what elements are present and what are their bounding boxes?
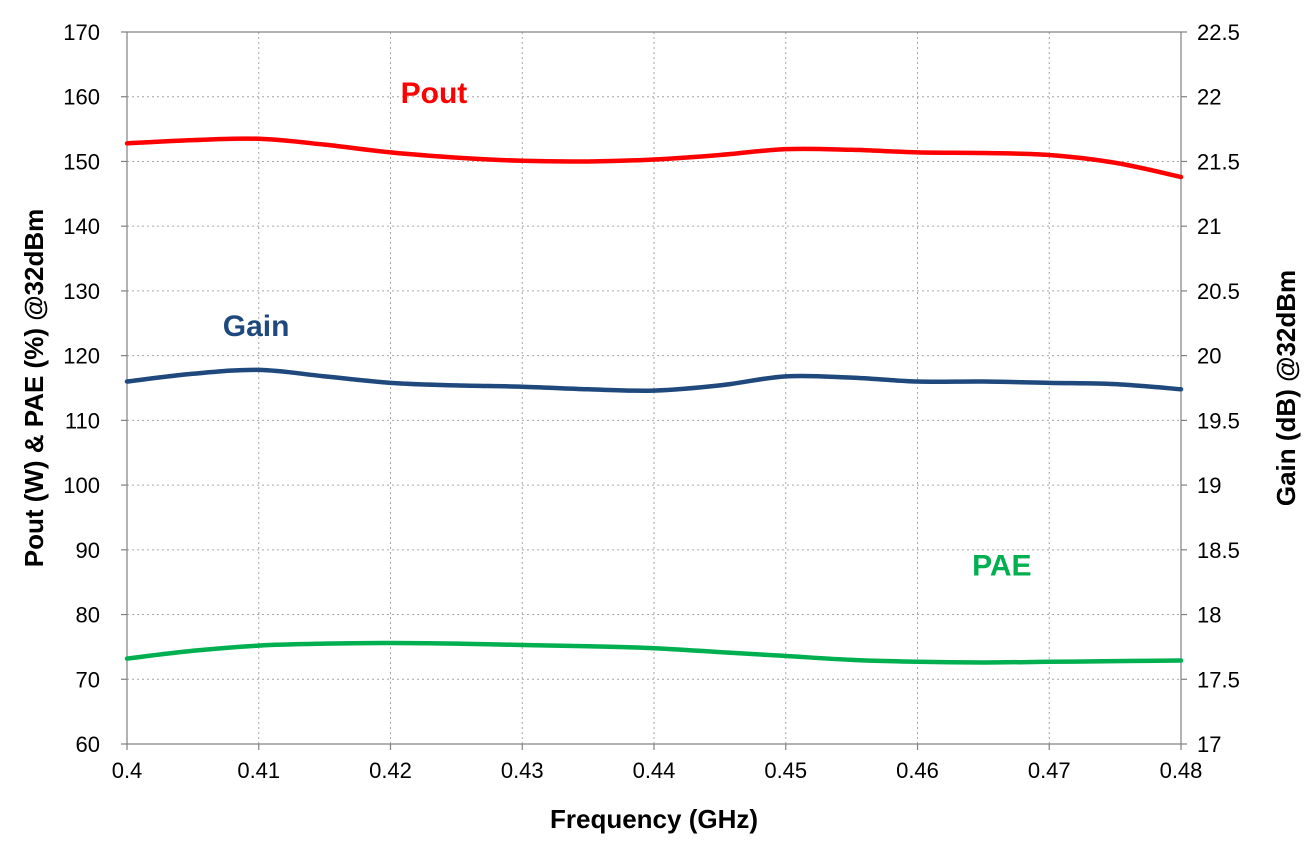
x-tick-label: 0.47 <box>1028 758 1071 783</box>
x-tick-label: 0.43 <box>501 758 544 783</box>
x-axis-ticks: 0.4 0.41 0.42 0.43 0.44 0.45 0.46 0.47 0.48 <box>112 744 1203 783</box>
series-label-pae: PAE <box>972 550 1031 583</box>
y-tick-label: 170 <box>63 20 100 45</box>
y2-tick-label: 19.5 <box>1197 408 1240 433</box>
series-label-pout: Pout <box>401 77 468 110</box>
x-tick-label: 0.45 <box>764 758 807 783</box>
y2-tick-label: 20.5 <box>1197 279 1240 304</box>
y2-tick-label: 18 <box>1197 603 1221 628</box>
y-tick-label: 130 <box>63 279 100 304</box>
y-tick-label: 70 <box>76 667 100 692</box>
y2-axis-ticks: 17 17.5 18 18.5 19 19.5 20 20.5 21 21.5 22 22.5 <box>1181 20 1240 757</box>
series-lines <box>124 136 1184 665</box>
x-tick-label: 0.48 <box>1160 758 1203 783</box>
series-line-pout <box>124 136 1184 180</box>
series-line-gain <box>124 367 1184 394</box>
x-tick-label: 0.41 <box>237 758 280 783</box>
y-tick-label: 110 <box>65 408 100 433</box>
y-tick-label: 120 <box>63 344 100 369</box>
x-tick-label: 0.42 <box>369 758 412 783</box>
y2-tick-label: 20 <box>1197 344 1221 369</box>
series-line-pae <box>124 640 1184 665</box>
x-tick-label: 0.44 <box>633 758 676 783</box>
y-axis-title: Pout (W) & PAE (%) @32dBm <box>19 209 49 568</box>
y2-tick-label: 18.5 <box>1197 538 1240 563</box>
series-label-gain: Gain <box>223 310 290 343</box>
y-tick-label: 90 <box>76 538 100 563</box>
y2-tick-label: 21.5 <box>1197 149 1240 174</box>
y-tick-label: 80 <box>76 603 100 628</box>
y-axis-ticks: 60 70 80 90 100 110 120 130 140 150 160 170 <box>63 20 127 757</box>
y-tick-label: 60 <box>76 732 100 757</box>
y2-tick-label: 17 <box>1197 732 1221 757</box>
y-tick-label: 140 <box>63 214 100 239</box>
y2-tick-label: 22.5 <box>1197 20 1240 45</box>
y2-tick-label: 17.5 <box>1197 667 1240 692</box>
y2-tick-label: 19 <box>1197 473 1221 498</box>
x-tick-label: 0.4 <box>112 758 143 783</box>
y-tick-label: 160 <box>63 85 100 110</box>
y2-tick-label: 22 <box>1197 85 1221 110</box>
x-tick-label: 0.46 <box>896 758 939 783</box>
y2-axis-title: Gain (dB) @32dBm <box>1271 270 1301 506</box>
y-tick-label: 100 <box>63 473 100 498</box>
x-axis-title: Frequency (GHz) <box>550 804 758 834</box>
y-tick-label: 150 <box>63 149 100 174</box>
y2-tick-label: 21 <box>1197 214 1221 239</box>
series-labels: Pout Gain PAE <box>223 77 1032 583</box>
